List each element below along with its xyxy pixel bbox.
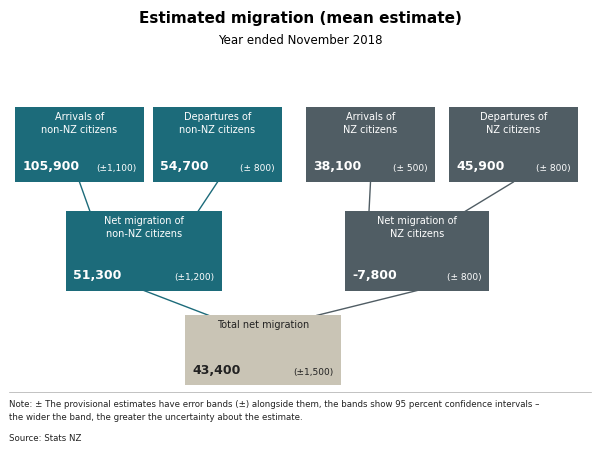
Text: (±1,200): (±1,200) (175, 272, 215, 281)
FancyBboxPatch shape (185, 316, 341, 386)
Text: Departures of
NZ citizens: Departures of NZ citizens (479, 112, 547, 135)
Text: Net migration of
NZ citizens: Net migration of NZ citizens (377, 216, 457, 239)
Text: 51,300: 51,300 (73, 268, 122, 281)
FancyBboxPatch shape (66, 212, 222, 291)
FancyBboxPatch shape (306, 108, 435, 183)
Text: (± 800): (± 800) (240, 164, 275, 173)
Text: Total net migration: Total net migration (217, 319, 309, 329)
Text: 45,900: 45,900 (456, 160, 505, 173)
FancyBboxPatch shape (345, 212, 489, 291)
Text: 43,400: 43,400 (192, 363, 241, 376)
Text: (± 800): (± 800) (447, 272, 482, 281)
Text: 105,900: 105,900 (22, 160, 79, 173)
Text: -7,800: -7,800 (352, 268, 397, 281)
Text: Estimated migration (mean estimate): Estimated migration (mean estimate) (139, 11, 461, 26)
Text: Net migration of
non-NZ citizens: Net migration of non-NZ citizens (104, 216, 184, 239)
Text: Note: ± The provisional estimates have error bands (±) alongside them, the bands: Note: ± The provisional estimates have e… (9, 399, 539, 421)
Text: (± 800): (± 800) (536, 164, 571, 173)
Text: Arrivals of
non-NZ citizens: Arrivals of non-NZ citizens (41, 112, 118, 135)
Text: Arrivals of
NZ citizens: Arrivals of NZ citizens (343, 112, 398, 135)
Text: (±1,100): (±1,100) (97, 164, 137, 173)
FancyBboxPatch shape (15, 108, 144, 183)
Text: Source: Stats NZ: Source: Stats NZ (9, 433, 82, 442)
Text: Year ended November 2018: Year ended November 2018 (218, 34, 382, 47)
FancyBboxPatch shape (449, 108, 578, 183)
Text: 54,700: 54,700 (160, 160, 209, 173)
Text: (± 500): (± 500) (393, 164, 428, 173)
Text: Departures of
non-NZ citizens: Departures of non-NZ citizens (179, 112, 256, 135)
FancyBboxPatch shape (153, 108, 282, 183)
Text: 38,100: 38,100 (313, 160, 361, 173)
Text: (±1,500): (±1,500) (293, 367, 334, 376)
